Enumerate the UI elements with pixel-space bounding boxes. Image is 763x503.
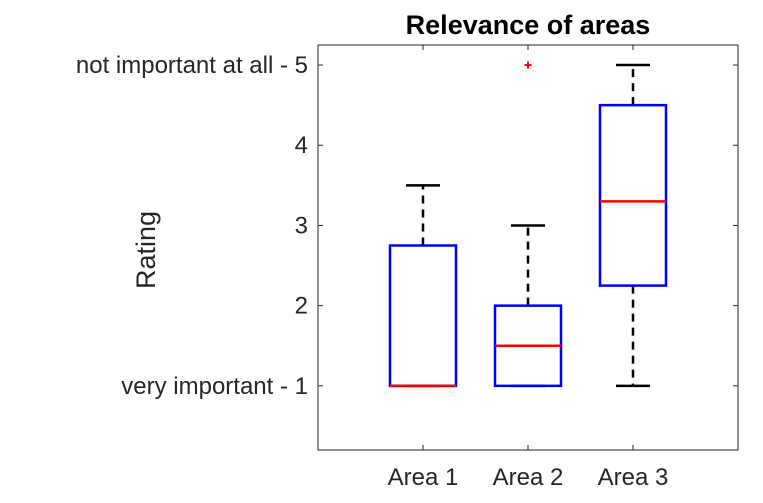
y-axis-label: Rating xyxy=(131,211,161,289)
box-series xyxy=(388,61,668,388)
y-tick-label: not important at all - 5 xyxy=(76,52,308,79)
y-axis-ticks: very important - 1 2 3 4 not important at al… xyxy=(76,52,738,400)
box-2 xyxy=(493,61,563,388)
x-axis-ticks: Area 1 Area 2 Area 3 xyxy=(388,45,669,491)
y-tick-label: 3 xyxy=(295,212,308,239)
box-1 xyxy=(388,184,458,388)
y-tick-label: very important - 1 xyxy=(121,373,308,400)
x-tick-label: Area 2 xyxy=(493,464,564,491)
box-3 xyxy=(598,63,668,388)
x-tick-label: Area 1 xyxy=(388,464,459,491)
x-tick-label: Area 3 xyxy=(598,464,669,491)
box-iqr xyxy=(598,103,668,287)
chart-title: Relevance of areas xyxy=(406,10,651,40)
y-tick-label: 2 xyxy=(295,293,308,320)
outlier-marker xyxy=(524,61,532,69)
y-tick-label: 4 xyxy=(295,132,308,159)
box-iqr xyxy=(388,244,458,388)
